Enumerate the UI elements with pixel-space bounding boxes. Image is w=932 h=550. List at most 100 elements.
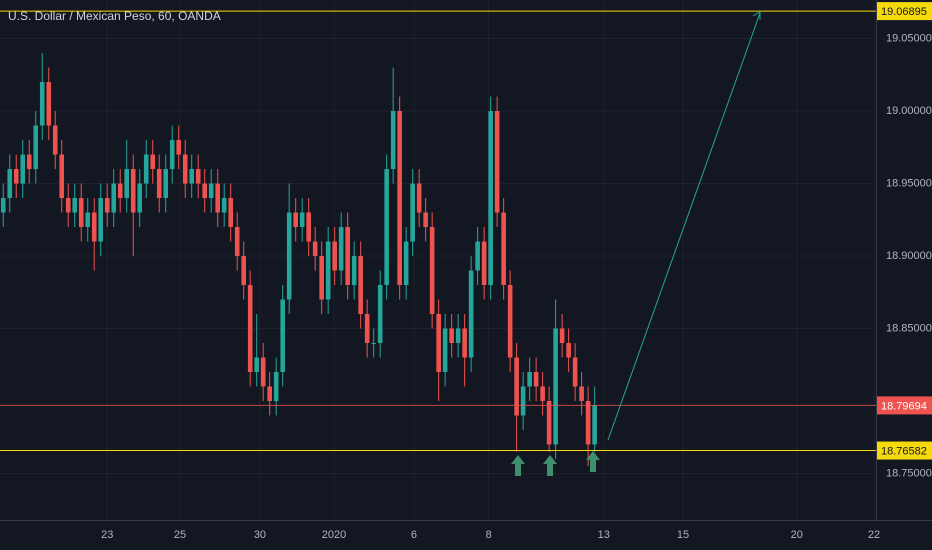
candle-body: [280, 299, 285, 372]
y-tick-label: 19.00000: [886, 105, 932, 117]
candle-body: [520, 386, 526, 416]
candle-body: [273, 371, 279, 401]
y-tick-label: 18.85000: [886, 322, 932, 334]
candle-body: [195, 169, 201, 184]
candle-body: [65, 198, 71, 213]
candle-body: [559, 328, 565, 343]
candle-body: [215, 183, 221, 213]
candle-body: [410, 183, 415, 242]
candle-body: [26, 154, 32, 170]
candle-body: [455, 328, 461, 343]
candle-body: [306, 212, 311, 242]
candle-body: [592, 405, 597, 445]
candle-body: [286, 212, 292, 300]
candle-body: [462, 328, 467, 358]
candle-body: [358, 256, 363, 315]
candle-body: [234, 227, 240, 257]
candle-body: [78, 198, 84, 228]
candle-body: [377, 285, 383, 343]
candle-body: [494, 111, 500, 213]
candle-body: [442, 328, 448, 372]
candle-body: [468, 270, 474, 358]
candle-body: [104, 198, 110, 213]
x-tick-label: 22: [868, 529, 880, 541]
candle-body: [481, 241, 487, 286]
level-label-box: [877, 441, 932, 460]
up-arrow: [543, 455, 557, 476]
candle-body: [247, 285, 253, 372]
candle-body: [117, 183, 123, 199]
trend-line: [607, 12, 761, 441]
candle-body: [351, 256, 357, 286]
level-label-box: [877, 2, 932, 21]
candle-body: [20, 154, 26, 184]
chart-title: U.S. Dollar / Mexican Peso, 60, OANDA: [8, 9, 221, 23]
candle-body: [293, 212, 298, 228]
candle-body: [202, 183, 208, 199]
candle-body: [449, 328, 454, 343]
x-tick-label: 2020: [322, 529, 346, 541]
candle-body: [507, 285, 513, 358]
candle-body: [546, 400, 552, 445]
candle-body: [254, 357, 259, 372]
trend-arrow-head: [752, 11, 761, 20]
candle-body: [13, 169, 19, 184]
candle-body: [345, 227, 350, 286]
level-label: 19.06895: [881, 6, 927, 18]
candle-body: [514, 357, 519, 416]
candle-body: [501, 212, 506, 286]
candle-body: [208, 183, 214, 199]
candle-body: [423, 212, 428, 228]
candle-body: [52, 125, 58, 155]
candle-body: [137, 183, 143, 213]
x-tick-label: 30: [254, 529, 266, 541]
candle-body: [59, 154, 65, 199]
level-label: 18.76582: [881, 445, 927, 457]
levels: [0, 10, 876, 452]
candle-body: [319, 256, 324, 300]
x-tick-label: 6: [411, 529, 417, 541]
x-tick-label: 20: [791, 529, 803, 541]
x-tick-label: 8: [486, 529, 492, 541]
y-tick-label: 18.75000: [886, 467, 932, 479]
candles: [0, 53, 597, 467]
y-tick-label: 18.95000: [886, 177, 932, 189]
axes: 19.05000 19.00000 18.95000 18.90000 18.85000…: [101, 2, 932, 541]
candle-body: [0, 198, 6, 213]
candle-body: [403, 241, 409, 286]
candle-body: [416, 183, 422, 213]
candle-body: [39, 82, 45, 126]
candle-body: [338, 227, 344, 271]
x-tick-label: 25: [174, 529, 186, 541]
candle-body: [241, 256, 246, 286]
candle-body: [260, 357, 266, 387]
candle-body: [91, 212, 97, 242]
candle-body: [85, 212, 91, 228]
candle-body: [111, 183, 117, 213]
candle-body: [533, 371, 539, 387]
candle-body: [169, 140, 175, 170]
candle-body: [488, 111, 493, 286]
candle-body: [46, 82, 52, 126]
candle-body: [33, 125, 39, 170]
up-arrow: [586, 451, 600, 472]
level-label-box: [877, 396, 932, 415]
candle-body: [397, 111, 402, 286]
candle-body: [176, 140, 182, 155]
candle-body: [163, 169, 169, 199]
candle-body: [325, 241, 331, 300]
candle-body: [156, 169, 162, 199]
candle-body: [553, 328, 558, 445]
candle-body: [98, 198, 104, 242]
candle-body: [143, 154, 149, 184]
candle-body: [585, 400, 591, 445]
candle-body: [527, 371, 532, 387]
candle-body: [72, 198, 78, 213]
candle-body: [228, 198, 233, 228]
candle-body: [299, 212, 305, 228]
x-tick-label: 13: [598, 529, 610, 541]
candle-body: [475, 241, 480, 271]
x-tick-label: 23: [101, 529, 113, 541]
candle-body: [436, 314, 441, 372]
